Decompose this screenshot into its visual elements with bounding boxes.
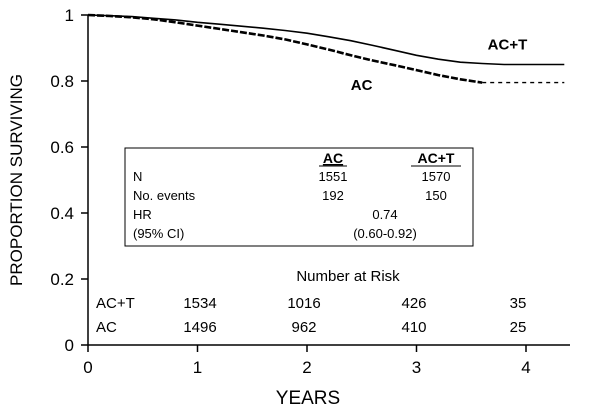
risk-value: 35 (510, 295, 527, 312)
summary-hr-value: 0.74 (372, 207, 397, 222)
x-tick-label: 0 (83, 358, 92, 377)
summary-row-label: (95% CI) (133, 226, 184, 241)
series-label-ac: AC (351, 77, 373, 94)
y-tick-label: 0.8 (50, 72, 74, 91)
summary-value-act: 150 (425, 188, 447, 203)
summary-box-border (124, 147, 474, 247)
series-layer (87, 13, 565, 84)
risk-value: 1534 (183, 295, 216, 312)
risk-table: AC+T 1534 1016 426 35 AC 1496 962 410 25 (96, 295, 526, 336)
risk-value: 410 (401, 319, 426, 336)
x-tick-label: 2 (302, 358, 311, 377)
x-tick-label: 4 (521, 358, 530, 377)
risk-row-label: AC (96, 319, 117, 336)
summary-ci-value: (0.60-0.92) (353, 226, 417, 241)
y-tick-label: 0 (65, 336, 74, 355)
x-tick-label: 3 (412, 358, 421, 377)
y-tick-label: 0.2 (50, 270, 74, 289)
risk-value: 25 (510, 319, 527, 336)
y-tick-label: 0.4 (50, 204, 74, 223)
x-tick-label: 1 (193, 358, 202, 377)
summary-box: AC AC+T N 1551 1570 No. events 192 150 H… (124, 147, 474, 247)
summary-row-label: N (133, 169, 142, 184)
risk-value: 1016 (287, 295, 320, 312)
summary-row-label: HR (133, 207, 152, 222)
summary-value-act: 1570 (422, 169, 451, 184)
summary-col-header-ac: AC (323, 150, 343, 166)
summary-value-ac: 1551 (319, 169, 348, 184)
risk-value: 1496 (183, 319, 216, 336)
x-axis-title: YEARS (276, 388, 340, 409)
y-axis-title: PROPORTION SURVIVING (7, 74, 26, 286)
series-line-1 (87, 13, 483, 84)
risk-value: 962 (291, 319, 316, 336)
y-axis-ticks: 0 0.2 0.4 0.6 0.8 1 (50, 6, 88, 355)
x-axis-ticks: 0 1 2 3 4 (83, 345, 531, 377)
summary-value-ac: 192 (322, 188, 344, 203)
risk-value: 426 (401, 295, 426, 312)
y-tick-label: 1 (65, 6, 74, 25)
series-line-0 (87, 14, 565, 66)
risk-table-title: Number at Risk (296, 268, 400, 285)
summary-col-header-act: AC+T (418, 150, 455, 166)
y-tick-label: 0.6 (50, 138, 74, 157)
risk-row-label: AC+T (96, 295, 135, 312)
summary-row-label: No. events (133, 188, 196, 203)
series-label-act: AC+T (488, 37, 528, 54)
